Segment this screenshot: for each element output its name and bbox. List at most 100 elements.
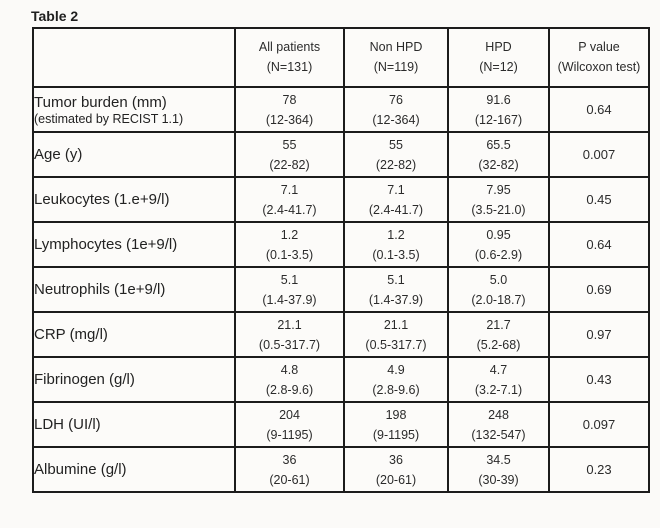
range-value: (2.4-41.7) bbox=[368, 202, 424, 217]
median-value: 5.0 bbox=[489, 272, 508, 287]
row-label-text: Tumor burden (mm) bbox=[34, 93, 167, 111]
range-value: (0.1-3.5) bbox=[265, 247, 314, 262]
row-label-text: Neutrophils (1e+9/l) bbox=[34, 281, 166, 298]
median-value: 0.95 bbox=[486, 227, 511, 242]
cell-all-patients: 204 (9-1195) bbox=[234, 401, 345, 448]
cell-non-hpd: 7.1 (2.4-41.7) bbox=[343, 176, 449, 223]
row-label-text: Fibrinogen (g/l) bbox=[34, 371, 135, 388]
row-label: Leukocytes (1.e+9/l) bbox=[32, 176, 236, 223]
median-value: 36 bbox=[282, 452, 297, 467]
row-label-text: CRP (mg/l) bbox=[34, 326, 108, 343]
column-title: Non HPD bbox=[369, 40, 423, 55]
row-label: CRP (mg/l) bbox=[32, 311, 236, 358]
median-value: 76 bbox=[389, 92, 403, 107]
cell-non-hpd: 55 (22-82) bbox=[343, 131, 449, 178]
cell-hpd: 34.5 (30-39) bbox=[447, 446, 550, 493]
range-value: (1.4-37.9) bbox=[368, 292, 424, 307]
cell-non-hpd: 198 (9-1195) bbox=[343, 401, 449, 448]
column-title: HPD bbox=[485, 40, 512, 55]
table-row: Age (y) 55 (22-82) 55 (22-82) 65.5 (32-8… bbox=[32, 131, 650, 178]
cell-hpd: 0.95 (0.6-2.9) bbox=[447, 221, 550, 268]
cell-non-hpd: 5.1 (1.4-37.9) bbox=[343, 266, 449, 313]
cell-hpd: 91.6 (12-167) bbox=[447, 86, 550, 133]
header-spacer-cell bbox=[32, 27, 236, 88]
median-value: 1.2 bbox=[387, 227, 405, 242]
median-value: 21.1 bbox=[383, 317, 409, 332]
range-value: (32-82) bbox=[478, 157, 519, 172]
results-table: All patients (N=131) Non HPD (N=119) HPD… bbox=[32, 27, 650, 493]
header-p-value: P value (Wilcoxon test) bbox=[548, 27, 650, 88]
cell-non-hpd: 1.2 (0.1-3.5) bbox=[343, 221, 449, 268]
cell-non-hpd: 21.1 (0.5-317.7) bbox=[343, 311, 449, 358]
median-value: 4.8 bbox=[280, 362, 299, 377]
median-value: 55 bbox=[282, 137, 297, 152]
header-row: All patients (N=131) Non HPD (N=119) HPD… bbox=[32, 27, 650, 88]
median-value: 21.7 bbox=[486, 317, 511, 332]
table-row: Leukocytes (1.e+9/l) 7.1 (2.4-41.7) 7.1 … bbox=[32, 176, 650, 223]
median-value: 5.1 bbox=[387, 272, 405, 287]
range-value: (0.6-2.9) bbox=[474, 247, 523, 262]
range-value: (132-547) bbox=[471, 427, 526, 442]
range-value: (2.4-41.7) bbox=[262, 202, 317, 217]
header-hpd: HPD (N=12) bbox=[447, 27, 550, 88]
table-row: Albumine (g/l) 36 (20-61) 36 (20-61) 34.… bbox=[32, 446, 650, 493]
cell-non-hpd: 76 (12-364) bbox=[343, 86, 449, 133]
range-value: (5.2-68) bbox=[476, 337, 521, 352]
row-label: Tumor burden (mm) (estimated by RECIST 1… bbox=[32, 86, 236, 133]
page-title: Table 2 bbox=[31, 8, 79, 24]
range-value: (2.8-9.6) bbox=[372, 382, 420, 397]
cell-p-value: 0.23 bbox=[548, 446, 650, 493]
median-value: 7.95 bbox=[486, 182, 511, 197]
median-value: 1.2 bbox=[280, 227, 299, 242]
median-value: 248 bbox=[488, 407, 509, 422]
cell-all-patients: 78 (12-364) bbox=[234, 86, 345, 133]
cell-all-patients: 4.8 (2.8-9.6) bbox=[234, 356, 345, 403]
range-value: (2.8-9.6) bbox=[265, 382, 314, 397]
median-value: 4.9 bbox=[387, 362, 405, 377]
median-value: 55 bbox=[389, 137, 403, 152]
cell-hpd: 248 (132-547) bbox=[447, 401, 550, 448]
cell-all-patients: 5.1 (1.4-37.9) bbox=[234, 266, 345, 313]
range-value: (2.0-18.7) bbox=[471, 292, 526, 307]
row-label-text: Age (y) bbox=[34, 146, 83, 163]
range-value: (30-39) bbox=[478, 472, 519, 487]
cell-p-value: 0.007 bbox=[548, 131, 650, 178]
cell-all-patients: 7.1 (2.4-41.7) bbox=[234, 176, 345, 223]
range-value: (0.5-317.7) bbox=[258, 337, 321, 352]
range-value: (22-82) bbox=[375, 157, 417, 172]
cell-all-patients: 55 (22-82) bbox=[234, 131, 345, 178]
cell-p-value: 0.97 bbox=[548, 311, 650, 358]
median-value: 204 bbox=[279, 407, 300, 422]
cell-hpd: 5.0 (2.0-18.7) bbox=[447, 266, 550, 313]
cell-all-patients: 36 (20-61) bbox=[234, 446, 345, 493]
median-value: 91.6 bbox=[486, 92, 511, 107]
cell-p-value: 0.43 bbox=[548, 356, 650, 403]
cell-hpd: 4.7 (3.2-7.1) bbox=[447, 356, 550, 403]
range-value: (9-1195) bbox=[372, 427, 420, 442]
median-value: 34.5 bbox=[486, 452, 511, 467]
row-sublabel-text: (estimated by RECIST 1.1) bbox=[34, 111, 184, 126]
table-row: LDH (UI/l) 204 (9-1195) 198 (9-1195) 248… bbox=[32, 401, 650, 448]
cell-hpd: 7.95 (3.5-21.0) bbox=[447, 176, 550, 223]
cell-all-patients: 1.2 (0.1-3.5) bbox=[234, 221, 345, 268]
median-value: 7.1 bbox=[280, 182, 299, 197]
row-label: Albumine (g/l) bbox=[32, 446, 236, 493]
row-label-text: Albumine (g/l) bbox=[34, 461, 127, 478]
cell-hpd: 21.7 (5.2-68) bbox=[447, 311, 550, 358]
row-label: Fibrinogen (g/l) bbox=[32, 356, 236, 403]
range-value: (3.2-7.1) bbox=[474, 382, 523, 397]
cell-all-patients: 21.1 (0.5-317.7) bbox=[234, 311, 345, 358]
row-label: Lymphocytes (1e+9/l) bbox=[32, 221, 236, 268]
median-value: 78 bbox=[282, 92, 297, 107]
table-row: Tumor burden (mm) (estimated by RECIST 1… bbox=[32, 86, 650, 133]
column-title: P value bbox=[578, 40, 620, 55]
range-value: (0.5-317.7) bbox=[365, 337, 427, 352]
median-value: 65.5 bbox=[486, 137, 511, 152]
column-n: (N=119) bbox=[373, 59, 419, 74]
range-value: (0.1-3.5) bbox=[372, 247, 420, 262]
range-value: (20-61) bbox=[375, 472, 417, 487]
range-value: (12-364) bbox=[265, 112, 314, 127]
row-label: LDH (UI/l) bbox=[32, 401, 236, 448]
range-value: (9-1195) bbox=[266, 427, 313, 442]
median-value: 7.1 bbox=[387, 182, 405, 197]
